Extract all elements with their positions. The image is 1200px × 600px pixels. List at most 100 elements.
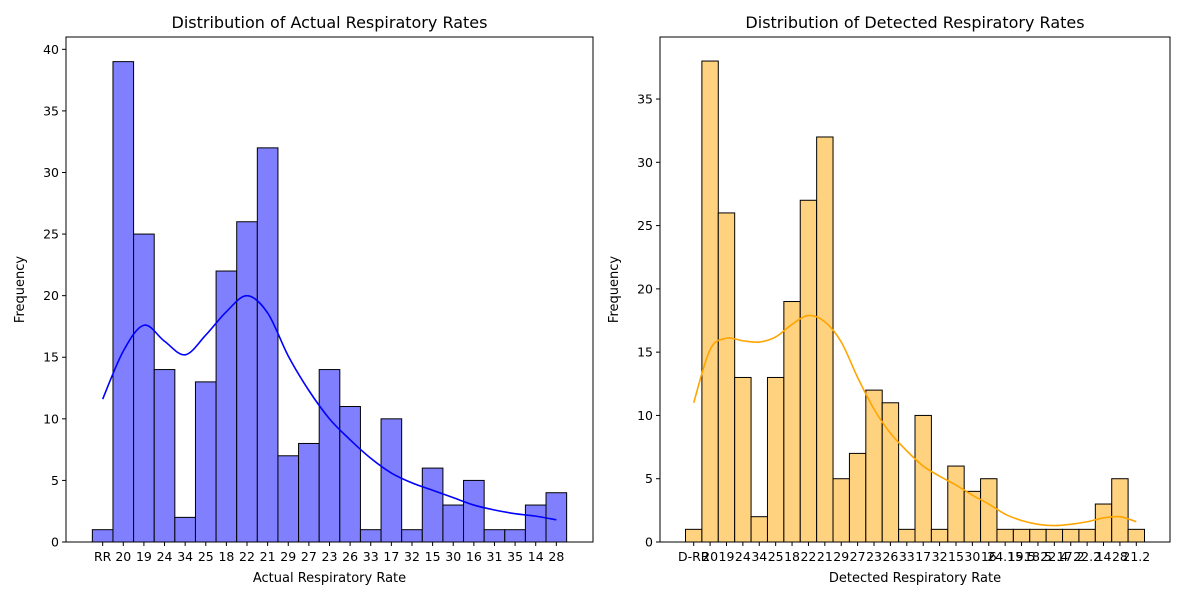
detected-bar-25 xyxy=(1094,503,1113,543)
detected-ytick-label: 20 xyxy=(637,281,653,296)
actual-xtick-label: 16 xyxy=(466,549,482,564)
detected-xtick-label: 34 xyxy=(751,549,767,564)
detected-bar-8 xyxy=(816,136,834,543)
actual-x-axis-label: Actual Respiratory Rate xyxy=(253,571,406,586)
detected-xtick-label: 25 xyxy=(768,549,784,564)
actual-xtick-label: 26 xyxy=(342,549,358,564)
detected-ytick-label: 10 xyxy=(637,408,653,423)
detected-xtick-label: 21 xyxy=(817,549,833,564)
actual-xtick-label: 33 xyxy=(363,549,379,564)
actual-bar-3 xyxy=(153,369,176,543)
actual-bar-19 xyxy=(483,529,506,543)
detected-xtick-label: 17 xyxy=(915,549,931,564)
detected-xtick-label: 33 xyxy=(899,549,915,564)
actual-xtick-label: 32 xyxy=(404,549,420,564)
actual-chart-title: Distribution of Actual Respiratory Rates xyxy=(172,13,488,32)
detected-bar-26 xyxy=(1111,478,1129,543)
actual-bar-7 xyxy=(236,221,258,543)
actual-xtick-label: 28 xyxy=(548,549,564,564)
actual-bar-11 xyxy=(318,369,341,543)
actual-bar-22 xyxy=(545,492,568,543)
detected-bar-4 xyxy=(750,516,768,543)
actual-ytick-label: 40 xyxy=(43,42,59,57)
detected-bar-23 xyxy=(1062,528,1080,543)
detected-bar-19 xyxy=(996,528,1014,543)
detected-bar-13 xyxy=(898,528,916,543)
detected-xtick-label: 18 xyxy=(784,549,800,564)
detected-xtick-label: 32 xyxy=(932,549,948,564)
detected-xtick-label: 23 xyxy=(866,549,882,564)
detected-xtick-label: 14 xyxy=(1096,549,1112,564)
actual-xtick-label: 15 xyxy=(425,549,441,564)
detected-bar-10 xyxy=(848,452,867,543)
detected-bar-3 xyxy=(734,376,752,543)
detected-ytick-label: 30 xyxy=(637,155,653,170)
detected-xtick-label: 26 xyxy=(882,549,898,564)
detected-xtick-label: 29 xyxy=(833,549,849,564)
actual-ytick-label: 0 xyxy=(51,535,59,550)
actual-ytick-label: 25 xyxy=(43,227,59,242)
actual-xtick-label: 14 xyxy=(528,549,544,564)
actual-bar-1 xyxy=(112,61,135,543)
actual-xtick-label: 17 xyxy=(383,549,399,564)
actual-xtick-label: 27 xyxy=(301,549,317,564)
detected-bar-27 xyxy=(1127,528,1146,543)
detected-bar-21 xyxy=(1029,528,1047,543)
actual-y-axis-label: Frequency xyxy=(13,256,28,323)
actual-bar-18 xyxy=(463,479,485,543)
actual-bar-17 xyxy=(442,504,465,543)
actual-xtick-label: 18 xyxy=(218,549,234,564)
detected-ytick-label: 5 xyxy=(645,471,653,486)
detected-xtick-label: 28 xyxy=(1112,549,1128,564)
detected-ytick-label: 25 xyxy=(637,218,653,233)
actual-ytick-label: 5 xyxy=(51,473,59,488)
detected-xtick-label: 19 xyxy=(719,549,735,564)
actual-xtick-label: 24 xyxy=(157,549,173,564)
detected-xtick-label: 24.15 xyxy=(987,549,1023,564)
actual-bar-0 xyxy=(91,529,114,543)
detected-ytick-label: 0 xyxy=(645,535,653,550)
detected-bar-11 xyxy=(865,389,883,543)
actual-kde-line xyxy=(101,294,557,521)
detected-bar-9 xyxy=(832,478,850,543)
actual-xtick-label: 30 xyxy=(445,549,461,564)
detected-ytick-label: 15 xyxy=(637,345,653,360)
detected-xtick-label: 27 xyxy=(850,549,866,564)
detected-xtick-label: 18.5 xyxy=(1024,549,1052,564)
detected-chart-title: Distribution of Detected Respiratory Rat… xyxy=(745,13,1084,32)
actual-ytick-label: 10 xyxy=(43,411,59,426)
detected-xtick-label: 22.4 xyxy=(1040,549,1068,564)
actual-bar-10 xyxy=(298,442,320,543)
detected-bar-15 xyxy=(930,528,949,543)
actual-ytick-label: 30 xyxy=(43,165,59,180)
actual-bar-16 xyxy=(421,467,444,543)
detected-xtick-label: 16 xyxy=(981,549,997,564)
actual-bar-12 xyxy=(339,406,361,543)
detected-bar-18 xyxy=(980,478,998,543)
detected-bar-20 xyxy=(1012,528,1031,543)
detected-bar-16 xyxy=(947,465,965,543)
actual-xtick-label: 22 xyxy=(239,549,255,564)
detected-y-axis-label: Frequency xyxy=(607,256,622,323)
actual-bar-20 xyxy=(504,529,526,543)
actual-xtick-label: 20 xyxy=(115,549,131,564)
actual-xtick-label: 25 xyxy=(198,549,214,564)
detected-bar-1 xyxy=(701,60,719,543)
actual-bar-21 xyxy=(524,504,547,543)
detected-bar-12 xyxy=(881,402,900,543)
actual-bar-4 xyxy=(174,516,196,543)
actual-xtick-label: 23 xyxy=(322,549,338,564)
detected-bar-5 xyxy=(766,376,785,543)
detected-xtick-label: 30 xyxy=(964,549,980,564)
actual-xtick-label: 21 xyxy=(260,549,276,564)
detected-axes-frame xyxy=(659,36,1171,543)
detected-xtick-label: 22 xyxy=(800,549,816,564)
detected-bar-7 xyxy=(799,199,818,543)
detected-xtick-label: 17.2 xyxy=(1057,549,1085,564)
detected-bar-6 xyxy=(783,301,801,543)
detected-bar-24 xyxy=(1078,528,1096,543)
actual-bar-14 xyxy=(380,418,403,543)
